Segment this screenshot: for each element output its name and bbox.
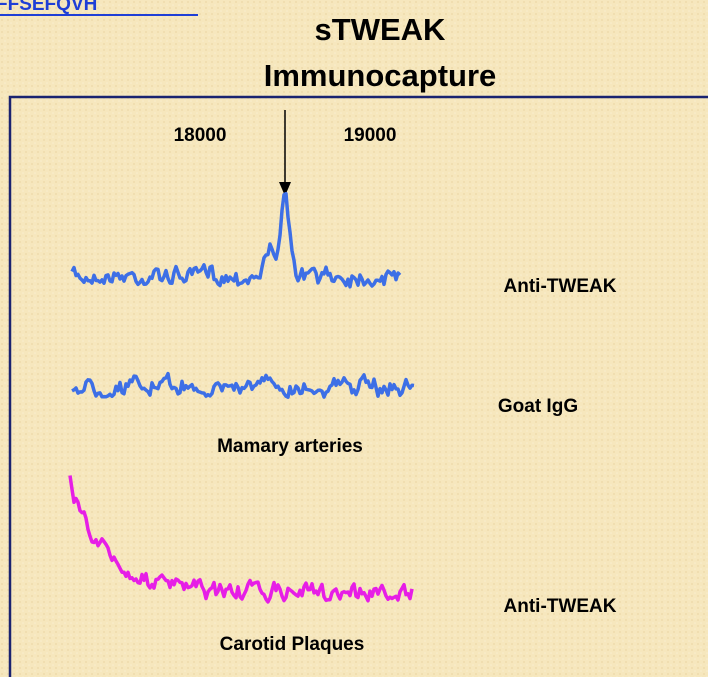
- spectrum-trace: [68, 475, 414, 604]
- group-label: Mamary arteries: [217, 436, 363, 457]
- arrow-head: [279, 182, 291, 196]
- title-line1: sTWEAK: [315, 12, 447, 47]
- link[interactable]: FFSEFQVH: [0, 0, 97, 15]
- spectrum-trace: [70, 191, 402, 289]
- trace-label: Anti-TWEAK: [504, 276, 617, 297]
- group-label: Carotid Plaques: [220, 634, 365, 655]
- frame: [8, 95, 708, 677]
- trace-label: Anti-TWEAK: [504, 596, 617, 617]
- trace-label: Goat IgG: [498, 396, 578, 417]
- marker-label: 19000: [344, 125, 397, 146]
- title-line2: Immunocapture: [264, 58, 497, 93]
- marker-label: 18000: [174, 125, 227, 146]
- spectrum-trace: [71, 371, 415, 399]
